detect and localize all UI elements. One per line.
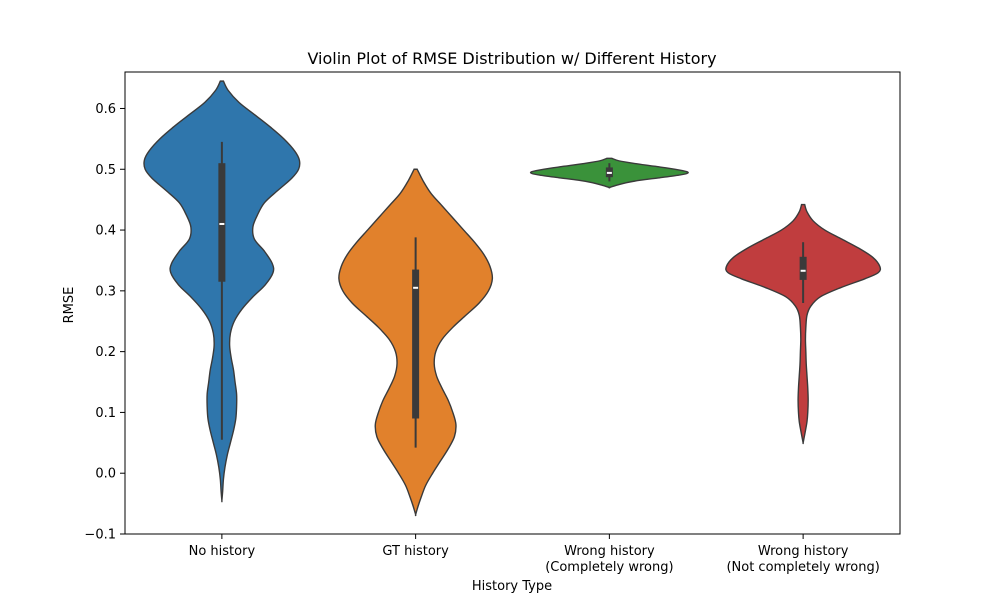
y-axis: −0.1 0.0 0.1 0.2 0.3 0.4 0.5 0.6 bbox=[84, 102, 125, 543]
x-axis-label: History Type bbox=[472, 579, 552, 594]
violins-group bbox=[143, 80, 882, 517]
x-tick-label: Wrong history bbox=[564, 544, 655, 559]
y-tick-label: 0.3 bbox=[95, 284, 116, 299]
x-axis: No history GT history Wrong history(Comple… bbox=[189, 534, 880, 575]
x-tick-label: No history bbox=[189, 544, 256, 559]
violin-iqr-box bbox=[218, 163, 226, 282]
y-tick-label: 0.5 bbox=[95, 163, 116, 178]
y-tick-label: 0.6 bbox=[95, 102, 116, 117]
y-tick-label: 0.4 bbox=[95, 224, 116, 239]
x-tick-label: GT history bbox=[382, 544, 449, 559]
violin-iqr-box bbox=[412, 269, 420, 419]
y-tick-label: 0.1 bbox=[95, 406, 116, 421]
x-tick-label: (Not completely wrong) bbox=[726, 560, 879, 575]
y-axis-label: RMSE bbox=[62, 287, 77, 324]
violin-body bbox=[725, 203, 882, 445]
x-tick-label: (Completely wrong) bbox=[545, 560, 673, 575]
y-tick-label: −0.1 bbox=[84, 528, 116, 543]
x-tick-label: Wrong history bbox=[758, 544, 849, 559]
violin-iqr-box bbox=[799, 256, 807, 280]
y-tick-label: 0.2 bbox=[95, 345, 116, 360]
chart-title: Violin Plot of RMSE Distribution w/ Diff… bbox=[307, 49, 716, 68]
plot-area-frame bbox=[124, 71, 901, 535]
y-tick-label: 0.0 bbox=[95, 467, 116, 482]
